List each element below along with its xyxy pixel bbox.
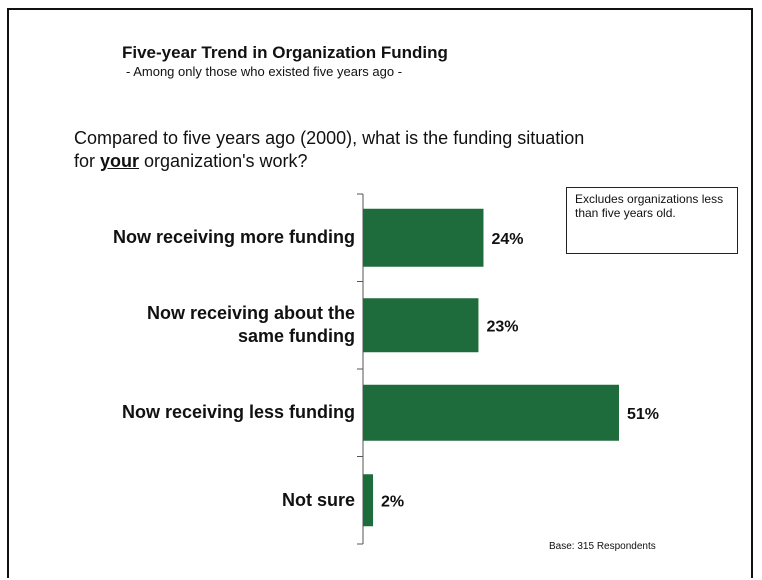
value-label: 24% (491, 231, 523, 248)
category-label-line: Now receiving less funding (121, 402, 355, 423)
category-label-line: Now receiving more funding (112, 227, 355, 248)
chart-subtitle: - Among only those who existed five year… (126, 64, 403, 79)
value-label: 2% (381, 493, 404, 510)
bar (363, 474, 374, 527)
survey-question: Compared to five years ago (2000), what … (74, 127, 714, 173)
bar (363, 298, 479, 353)
chart-title: Five-year Trend in Organization Funding (122, 43, 448, 62)
question-line-1: Compared to five years ago (2000), what … (74, 128, 585, 148)
exclusion-note: Excludes organizations less than five ye… (566, 187, 738, 254)
base-note: Base: 315 Respondents (549, 541, 656, 552)
question-line-2-prefix: for (74, 151, 101, 171)
category-label: Now receiving less funding (122, 401, 355, 424)
category-label-line: Not sure (281, 489, 355, 510)
category-label-line: Now receiving about the (146, 303, 355, 324)
category-label: Now receiving about the same funding (147, 302, 355, 348)
bar (363, 208, 484, 267)
value-label: 51% (627, 406, 659, 423)
question-emphasis: your (100, 151, 140, 171)
category-label-line: same funding (237, 326, 355, 347)
question-line-2-suffix: organization's work? (139, 151, 308, 171)
category-label: Now receiving more funding (113, 226, 355, 249)
chart-slide: Five-year Trend in Organization Funding … (7, 8, 753, 578)
value-label: 23% (486, 318, 518, 335)
bar (363, 384, 619, 441)
category-label: Not sure (282, 489, 355, 512)
question-line-2: for your organization's work? (74, 150, 714, 173)
bar-chart: 24% 23% 51% 2% (357, 193, 659, 545)
